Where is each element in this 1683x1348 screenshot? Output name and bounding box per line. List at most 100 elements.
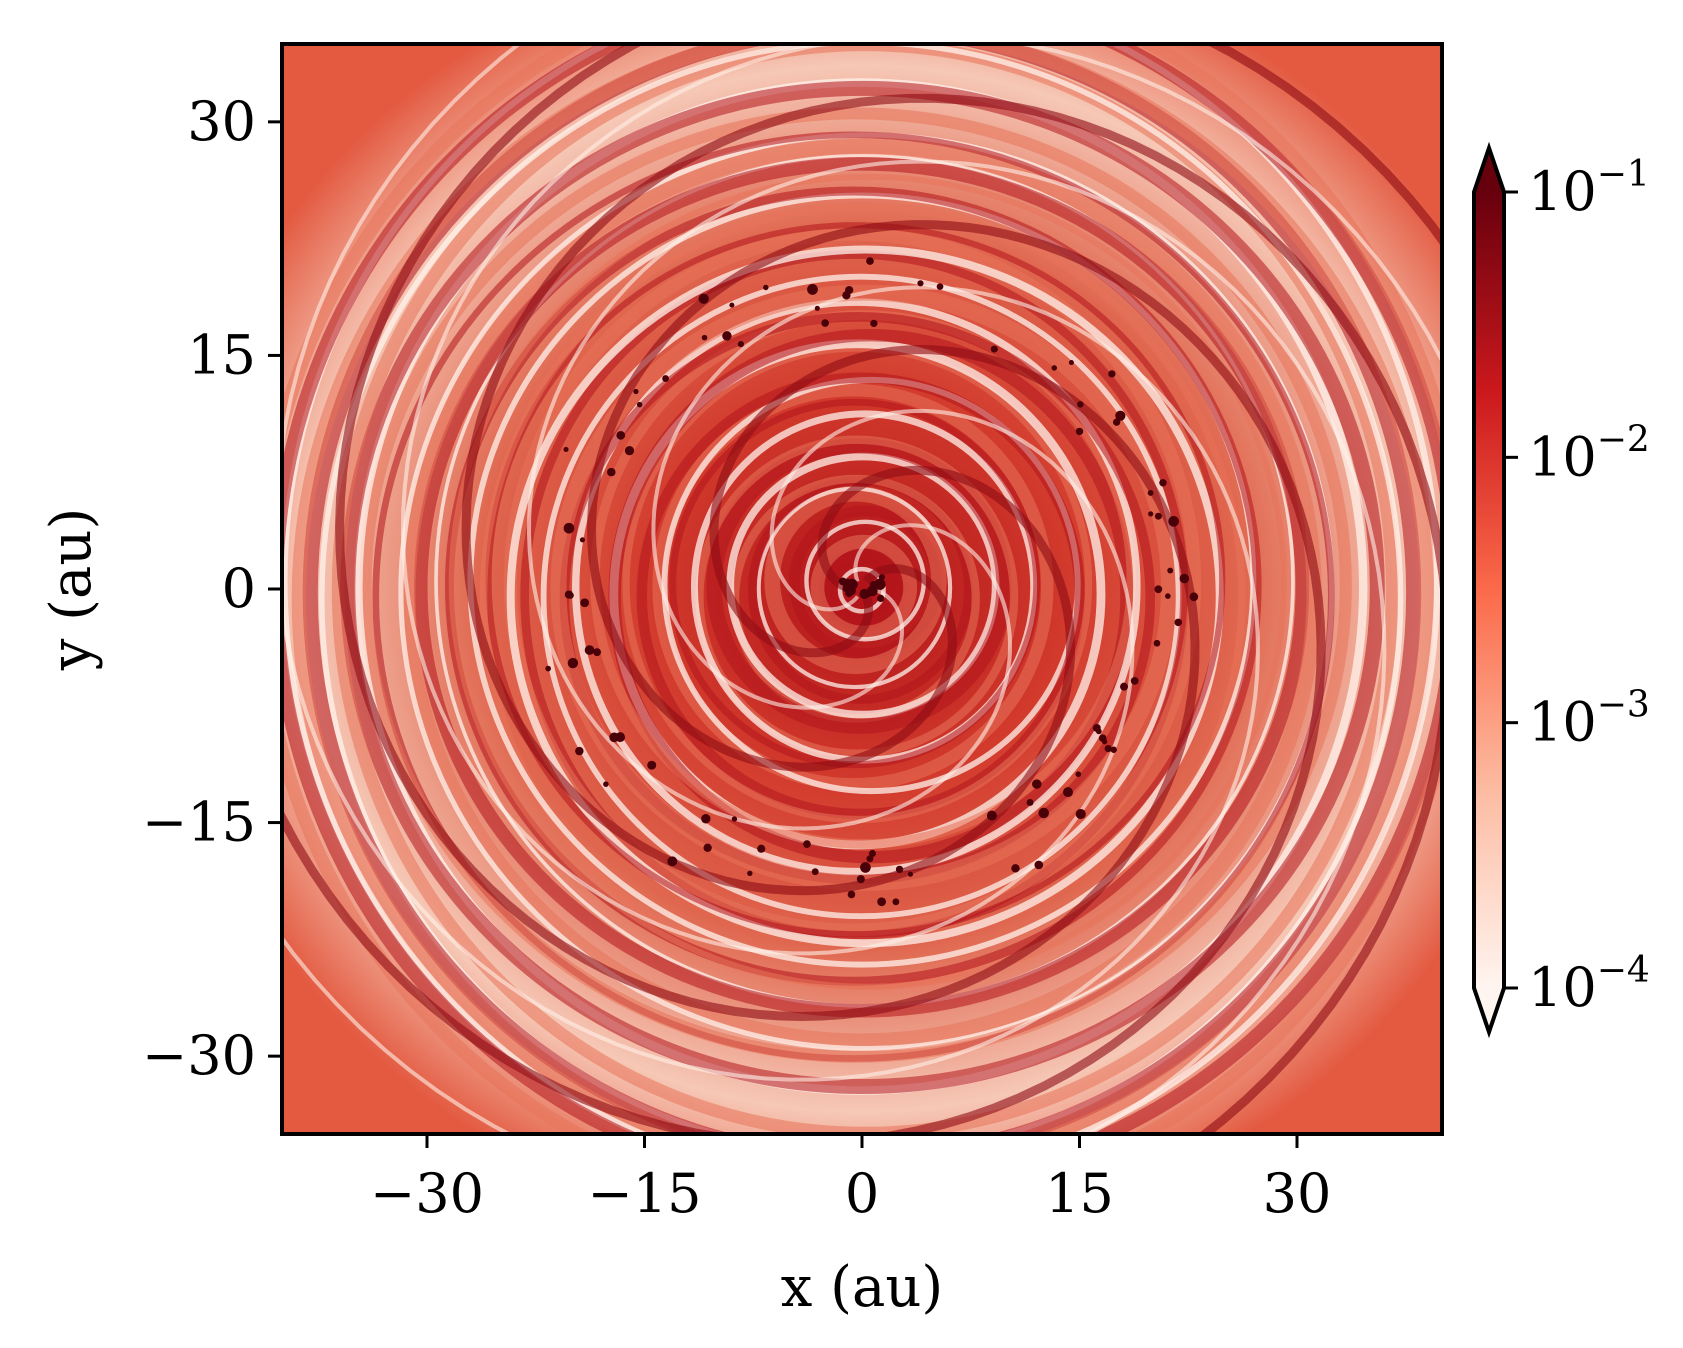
density-ring	[819, 548, 903, 630]
density-ring	[340, 80, 1385, 1095]
density-clump	[845, 589, 853, 598]
density-clump	[814, 305, 820, 311]
density-clump	[1075, 427, 1084, 436]
density-clump	[1153, 639, 1161, 647]
density-clump	[856, 875, 865, 884]
y-axis-label: y (au)	[39, 508, 104, 672]
density-clump	[1075, 771, 1082, 778]
colorbar-extend-bottom	[1474, 988, 1504, 1032]
density-clump	[662, 375, 669, 382]
density-clump	[877, 897, 887, 907]
density-clump	[1104, 744, 1112, 753]
density-clump	[1179, 573, 1190, 584]
density-clump	[667, 856, 678, 867]
density-clump	[1159, 478, 1167, 487]
density-clump	[1165, 593, 1171, 599]
density-clump	[907, 871, 914, 877]
density-clump	[1011, 864, 1020, 873]
density-clump	[563, 522, 575, 534]
x-tick-label: −30	[370, 1162, 484, 1225]
density-clump	[1154, 512, 1162, 520]
density-clump	[607, 467, 616, 477]
colorbar: 10−4 10−3 10−2 10−1	[1472, 141, 1650, 1039]
density-clump	[1154, 585, 1163, 594]
x-axis-label: x (au)	[781, 1255, 944, 1320]
density-clump	[1168, 516, 1179, 527]
density-clump	[877, 594, 885, 603]
density-clump	[701, 814, 711, 824]
density-clump	[722, 331, 732, 341]
density-clump	[1032, 779, 1042, 789]
spiral-arm	[282, 159, 1387, 1134]
density-clump	[807, 284, 818, 295]
density-clump	[1108, 370, 1116, 378]
density-clump	[811, 868, 819, 876]
density-clump	[579, 537, 586, 543]
density-clump	[729, 302, 735, 308]
y-tick-label: −15	[142, 791, 256, 854]
colorbar-extend-top	[1474, 148, 1504, 192]
spiral-pattern	[282, 44, 1442, 1134]
density-clump	[593, 648, 602, 657]
y-tick-label: 15	[187, 323, 256, 386]
y-tick-label: 30	[187, 90, 256, 153]
density-clump	[580, 598, 590, 608]
density-clump	[636, 401, 643, 408]
spiral-arm	[282, 44, 1260, 1082]
density-ring	[695, 435, 1019, 758]
density-clump	[869, 581, 879, 590]
density-clump	[1110, 746, 1117, 753]
colorbar-tick-label: 10−2	[1528, 419, 1650, 488]
density-clump	[575, 746, 584, 756]
density-clump	[847, 890, 856, 899]
colorbar-ticks: 10−4 10−3 10−2 10−1	[1504, 154, 1650, 1019]
density-ring	[291, 44, 1434, 1134]
density-clump	[703, 843, 712, 853]
density-clump	[1075, 808, 1086, 820]
density-clump	[845, 285, 854, 295]
density-ring	[282, 44, 1441, 1134]
spiral-arm	[461, 93, 1442, 1134]
density-clump	[737, 340, 744, 348]
density-clump	[892, 898, 900, 906]
density-clump	[747, 870, 753, 876]
density-clump	[1147, 490, 1154, 496]
spiral-arm	[282, 220, 1326, 1134]
density-clump	[1148, 511, 1154, 517]
density-clump	[647, 760, 657, 770]
density-ring	[540, 273, 1182, 920]
density-clump	[1026, 798, 1034, 806]
density-clump	[1120, 682, 1129, 691]
density-ring	[837, 566, 886, 614]
density-clump	[1095, 728, 1102, 735]
density-ring	[319, 44, 1404, 1134]
colorbar-body	[1474, 192, 1504, 988]
density-clump	[563, 446, 569, 452]
density-clump	[866, 855, 874, 863]
density-clump	[936, 283, 944, 290]
density-clump	[633, 388, 639, 395]
y-tick-label: −30	[142, 1024, 256, 1087]
density-clump	[1051, 365, 1058, 371]
density-ring	[448, 173, 1287, 990]
density-clump	[986, 810, 997, 821]
colorbar-tick-label: 10−3	[1528, 685, 1650, 754]
density-ring	[359, 107, 1352, 1063]
spiral-arm	[400, 44, 1442, 956]
density-clump	[1034, 860, 1044, 870]
density-clump	[895, 865, 904, 874]
density-clump	[1063, 787, 1073, 798]
density-clump	[846, 578, 858, 591]
x-tick-label: −15	[588, 1162, 702, 1225]
density-clump	[731, 816, 738, 822]
density-clump	[1077, 401, 1084, 408]
density-clump	[1189, 592, 1199, 602]
density-clump	[1038, 807, 1049, 819]
density-clump	[803, 840, 811, 848]
density-clump	[567, 657, 579, 669]
density-clump	[1167, 567, 1174, 574]
density-clump	[1174, 618, 1183, 627]
y-axis-ticks: −30 −15 0 15 30	[142, 90, 282, 1087]
y-tick-label: 0	[222, 557, 256, 620]
